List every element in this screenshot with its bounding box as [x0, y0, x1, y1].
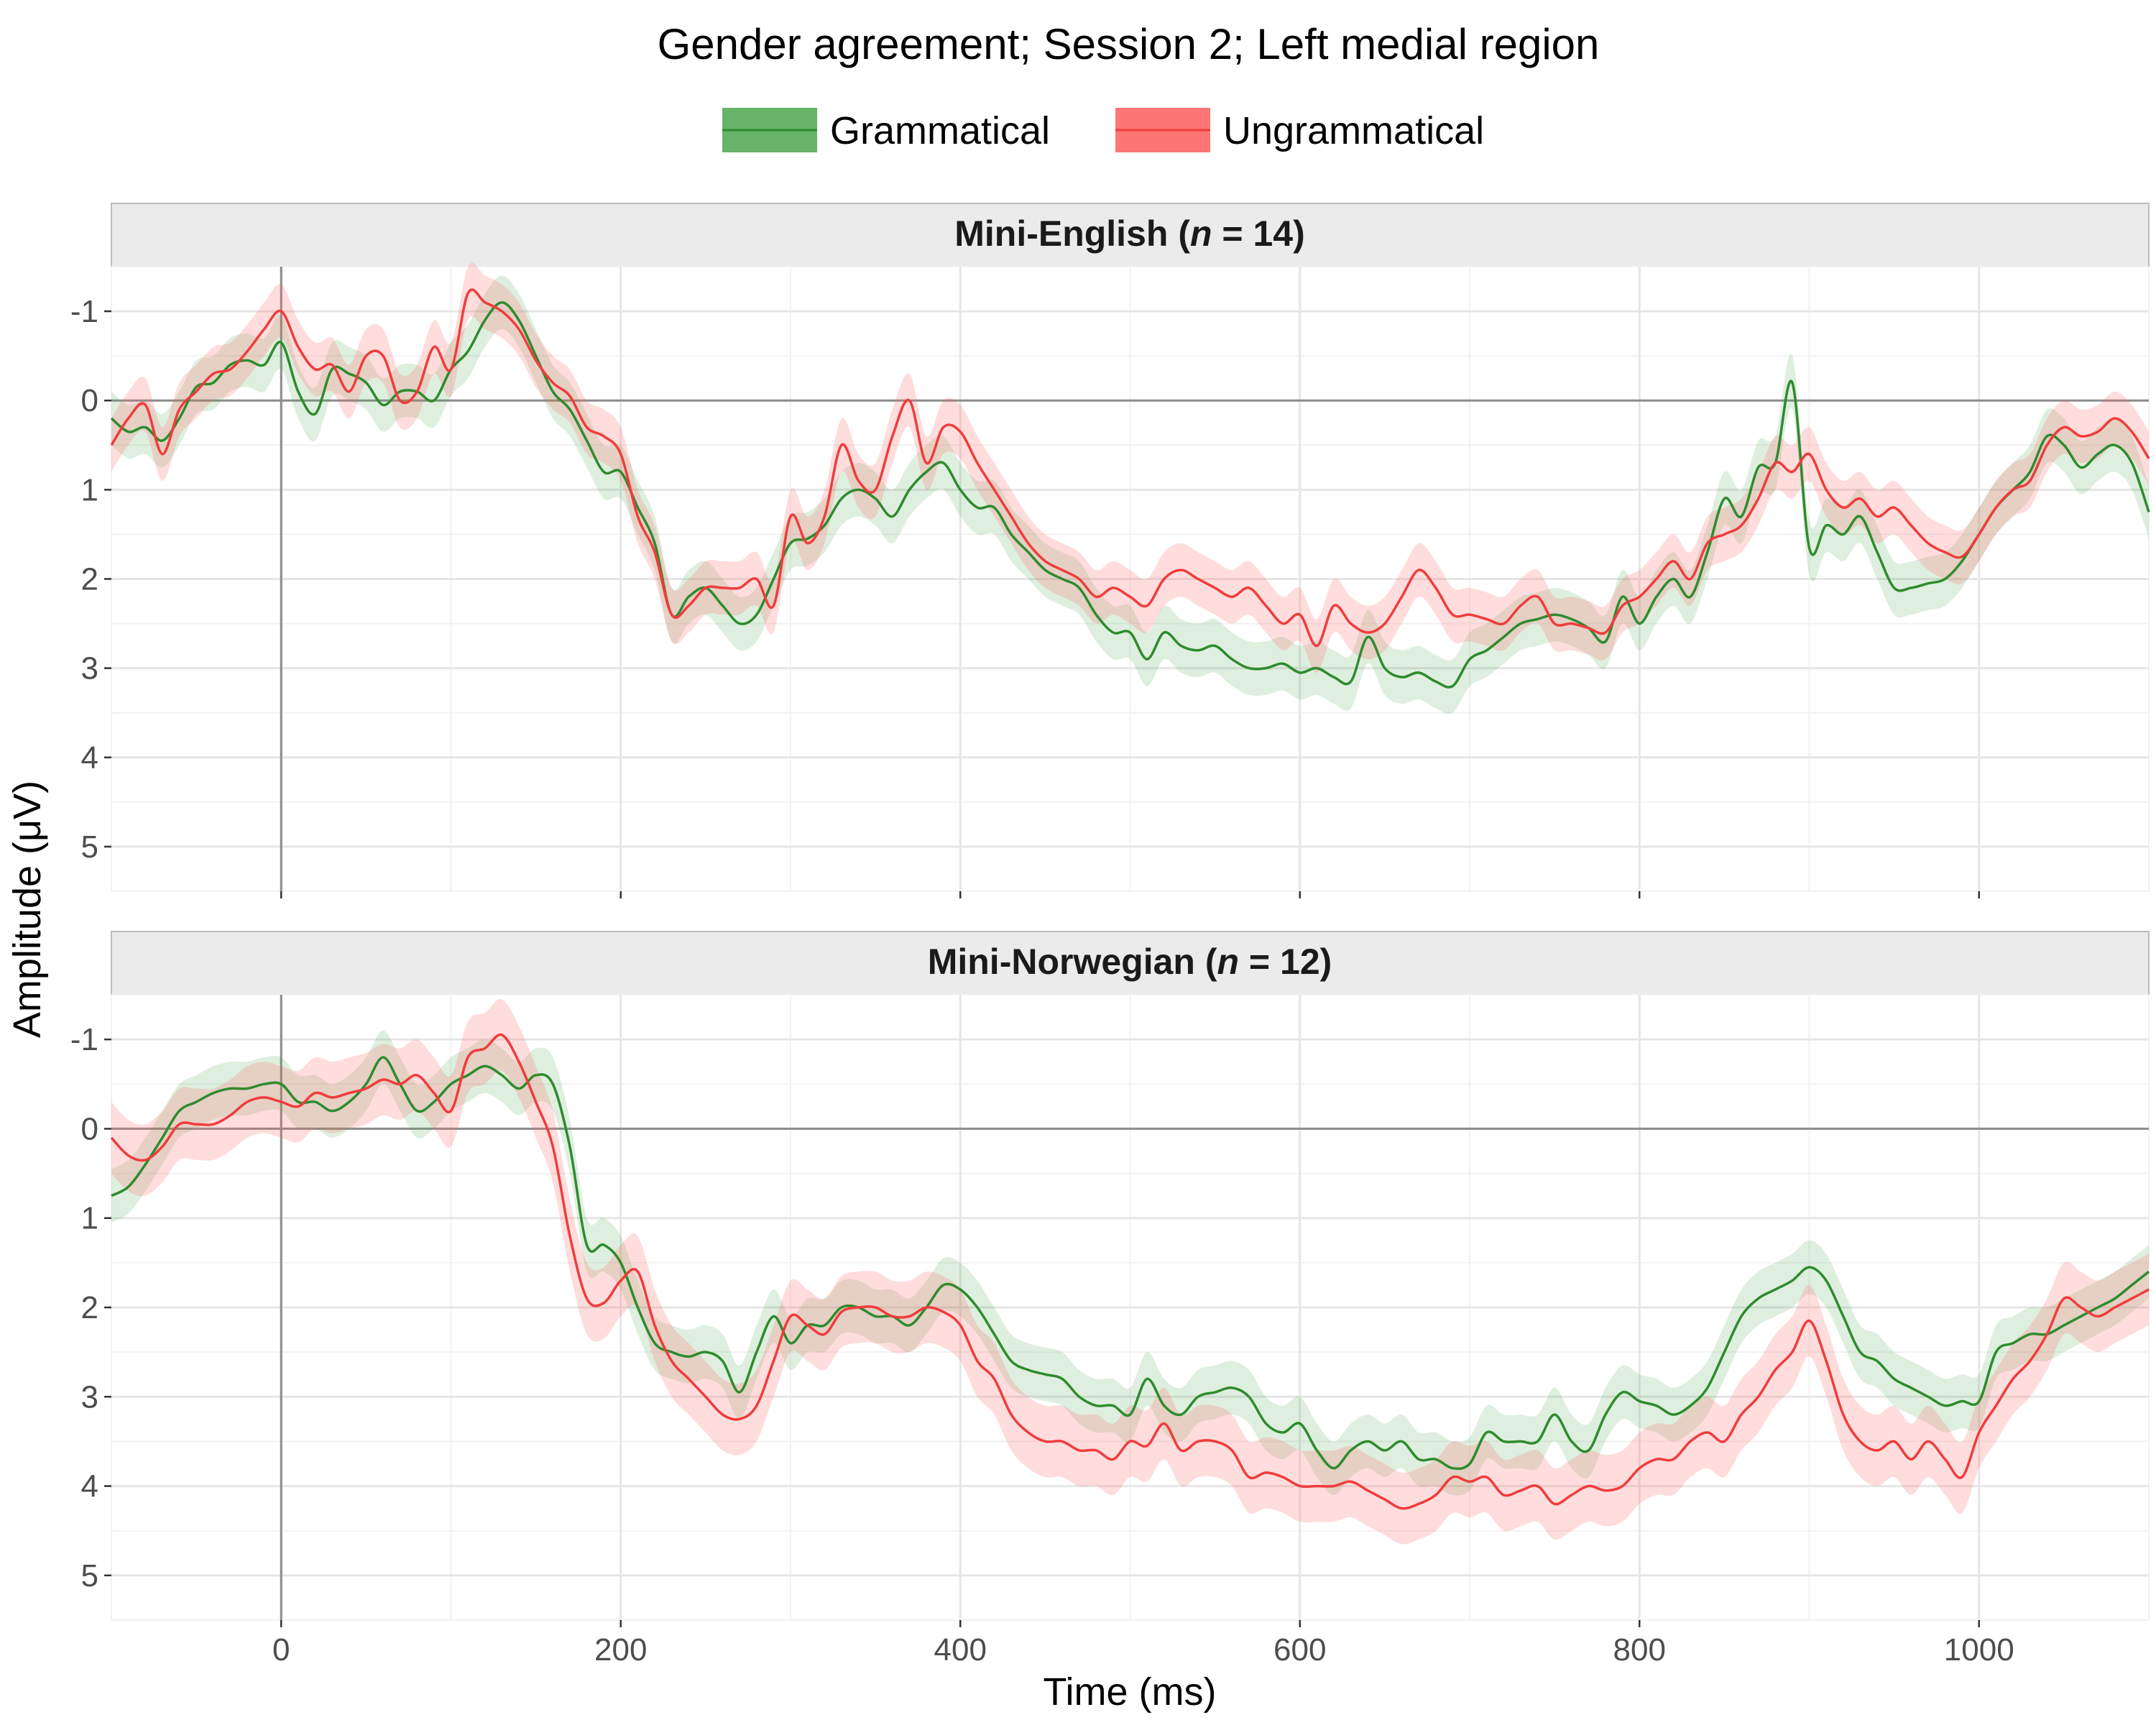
panel-strip	[111, 931, 2150, 995]
y-tick-label: -1	[70, 294, 98, 329]
x-tick-label: 600	[1273, 1632, 1326, 1668]
y-tick-label: 5	[81, 1558, 98, 1593]
series-line-grammatical	[110, 300, 2150, 689]
legend-label-ungrammatical: Ungrammatical	[1223, 109, 1484, 152]
x-tick-label: 200	[594, 1632, 647, 1668]
panel-label: Mini-English (n = 14)	[954, 213, 1305, 254]
y-tick-label: 1	[81, 472, 98, 507]
y-tick-label: 0	[81, 383, 98, 418]
y-tick-label: 5	[81, 829, 98, 865]
legend-item-grammatical: Grammatical	[722, 108, 1050, 152]
panel-label: Mini-Norwegian (n = 12)	[928, 942, 1332, 982]
y-tick-label: 4	[81, 1469, 98, 1504]
panel-label-n: n	[1190, 213, 1212, 254]
panel-mini-norwegian: Mini-Norwegian (n = 12) -1 0 1 2 3 4 5	[70, 931, 2150, 1621]
y-tick-label: -1	[70, 1022, 98, 1057]
plot-area: -1 0 1 2 3 4 5	[70, 262, 2150, 892]
x-tick-label: 1000	[1944, 1632, 2014, 1668]
panel-label-n: n	[1217, 942, 1239, 982]
series-line-ungrammatical	[110, 1033, 2150, 1510]
plot-area: -1 0 1 2 3 4 5	[70, 994, 2150, 1621]
confidence-band-grammatical	[111, 275, 2149, 714]
panel-strip	[111, 203, 2150, 267]
confidence-band-ungrammatical	[111, 998, 2149, 1545]
legend: Grammatical Ungrammatical	[722, 108, 1484, 152]
panel-label-prefix: Mini-Norwegian (	[928, 942, 1217, 982]
x-tick-label: 800	[1613, 1632, 1666, 1668]
y-tick-label: 2	[81, 1290, 98, 1325]
y-tick-label: 2	[81, 562, 98, 597]
panel-label-suffix: = 14)	[1212, 213, 1305, 254]
y-tick-label: 0	[81, 1111, 98, 1146]
chart-title: Gender agreement; Session 2; Left medial…	[658, 20, 1600, 68]
y-tick-label: 3	[81, 1379, 98, 1414]
series-line-ungrammatical	[110, 288, 2150, 648]
y-tick-label: 4	[81, 740, 98, 776]
confidence-band-ungrammatical	[111, 262, 2149, 673]
x-tick-label: 0	[272, 1632, 290, 1668]
confidence-band-grammatical	[111, 1030, 2149, 1496]
x-axis-title: Time (ms)	[1044, 1670, 1217, 1714]
panel-label-suffix: = 12)	[1239, 942, 1332, 982]
x-axis: 0 200 400 600 800 1000	[272, 891, 2014, 1668]
panel-label-prefix: Mini-English (	[954, 213, 1190, 254]
legend-item-ungrammatical: Ungrammatical	[1115, 108, 1484, 152]
panel-mini-english: Mini-English (n = 14) -1 0 1 2 3 4 5	[70, 203, 2150, 892]
y-axis-title: Amplitude (μV)	[6, 781, 49, 1038]
x-tick-label: 400	[934, 1632, 987, 1668]
series-line-grammatical	[111, 1056, 2150, 1471]
y-tick-label: 3	[81, 651, 98, 686]
y-tick-label: 1	[81, 1201, 98, 1236]
legend-label-grammatical: Grammatical	[830, 109, 1050, 152]
